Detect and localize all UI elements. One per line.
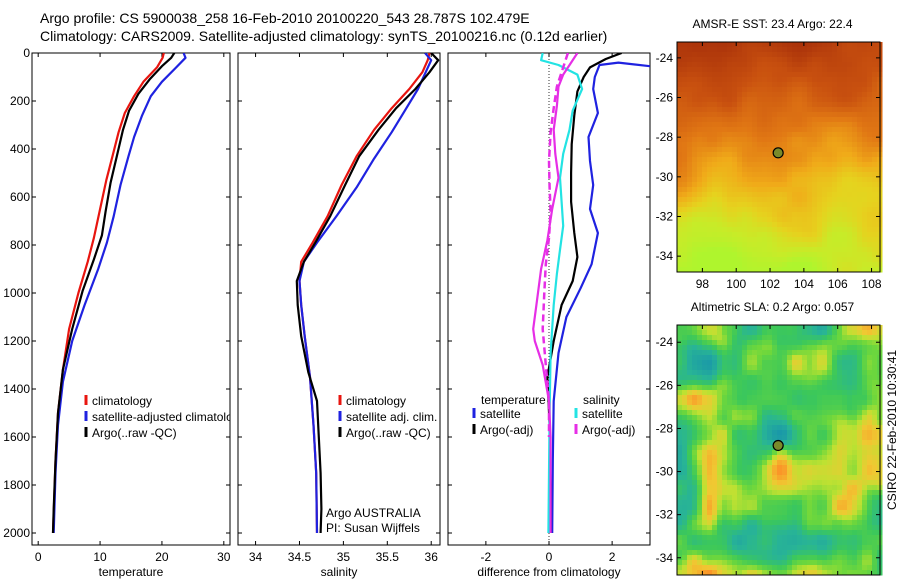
x-tick-label: 102 xyxy=(760,277,780,291)
legend-label: satellite-adjusted climatolo xyxy=(92,410,233,424)
y-tick-label: 800 xyxy=(10,238,30,252)
figure-title-line2: Climatology: CARS2009. Satellite-adjuste… xyxy=(40,28,608,44)
legend-label: climatology xyxy=(92,394,152,408)
annotation-float-owner: Argo AUSTRALIA xyxy=(326,506,421,520)
y-tick-label: 1600 xyxy=(3,430,30,444)
annotation-pi: PI: Susan Wijffels xyxy=(326,521,420,535)
legend-label: Argo(..raw -QC) xyxy=(346,426,431,440)
y-tick-label: -34 xyxy=(656,249,674,263)
legend-label: Argo(..raw -QC) xyxy=(92,426,177,440)
x-tick-label: 36 xyxy=(425,550,439,564)
x-tick-label: 10 xyxy=(93,550,107,564)
y-tick-label: -32 xyxy=(656,209,674,223)
series-line-temperature-satellite xyxy=(551,61,650,534)
x-axis-label: temperature xyxy=(99,565,164,579)
legend-label: Argo(-adj) xyxy=(582,423,635,437)
x-tick-label: 104 xyxy=(794,277,814,291)
y-tick-label: 2000 xyxy=(3,526,30,540)
panel-salinity: 34 34.5 35 35.5 36 salinity climatology satelli… xyxy=(237,52,441,579)
y-tick-label: 400 xyxy=(10,142,30,156)
legend-group-salinity: salinity xyxy=(583,393,620,407)
map-title: AMSR-E SST: 23.4 Argo: 22.4 xyxy=(692,17,852,31)
y-tick-label: 600 xyxy=(10,190,30,204)
x-tick-label: 98 xyxy=(696,277,710,291)
series-line-satellite-adjusted-climatology xyxy=(52,53,187,534)
legend-temperature: climatology satellite-adjusted climatolo A… xyxy=(84,394,233,440)
figure-title-line1: Argo profile: CS 5900038_258 16-Feb-2010… xyxy=(40,10,530,26)
x-tick-label: 0 xyxy=(35,550,42,564)
map-title: Altimetric SLA: 0.2 Argo: 0.057 xyxy=(691,300,855,314)
map-frame xyxy=(676,41,881,273)
y-tick-label: 0 xyxy=(23,46,30,60)
x-tick-label: 30 xyxy=(217,550,231,564)
map-frame xyxy=(676,324,881,576)
y-tick-label: 1800 xyxy=(3,478,30,492)
x-tick-label: -2 xyxy=(481,550,492,564)
y-tick-label: 1000 xyxy=(3,286,30,300)
panel-sst: 98 100 102 104 106 108 -24 -26 -28 -30 -32 -34 AMSR-… xyxy=(656,17,883,291)
y-tick-label: -26 xyxy=(656,378,674,392)
x-tick-label: 2 xyxy=(609,550,616,564)
y-tick-label: -34 xyxy=(656,551,674,565)
x-tick-label: 34 xyxy=(249,550,263,564)
x-tick-label: 106 xyxy=(828,277,848,291)
y-tick-label: -30 xyxy=(656,170,674,184)
y-tick-label: -32 xyxy=(656,508,674,522)
x-tick-label: 35 xyxy=(337,550,351,564)
y-tick-label: -30 xyxy=(656,465,674,479)
panel-sla: 98100102104106108-24-26-28-30-32-34Altim… xyxy=(656,300,883,576)
plot-frame xyxy=(237,52,441,546)
series-line-argo-raw-qc- xyxy=(295,53,440,534)
series-line-salinity-satellite xyxy=(540,53,584,534)
legend-label: climatology xyxy=(346,394,406,408)
x-tick-label: 34.5 xyxy=(288,550,312,564)
legend-difference: temperature salinitysatelliteArgo(-adj)sa… xyxy=(472,393,635,437)
y-tick-label: 1200 xyxy=(3,334,30,348)
y-tick-label: -28 xyxy=(656,421,674,435)
series-line-salinity-argo-adj-dashed xyxy=(541,53,570,437)
series-line-salinity-argo-adj- xyxy=(532,53,579,533)
x-tick-label: 108 xyxy=(862,277,882,291)
legend-salinity: climatology satellite adj. clim. Argo(..ra… xyxy=(326,394,437,535)
y-tick-label: -26 xyxy=(656,91,674,105)
plot-frame xyxy=(31,52,231,546)
y-tick-label: 200 xyxy=(10,94,30,108)
legend-label: satellite adj. clim. xyxy=(346,410,437,424)
y-tick-label: -24 xyxy=(656,335,674,349)
y-tick-label: -24 xyxy=(656,51,674,65)
x-tick-label: 0 xyxy=(546,550,553,564)
float-position-marker xyxy=(772,147,784,159)
x-tick-label: 100 xyxy=(726,277,746,291)
x-axis-label: salinity xyxy=(321,565,358,579)
legend-label: satellite xyxy=(480,407,521,421)
series-line-argo-raw-qc- xyxy=(51,53,176,534)
x-axis-label: difference from climatology xyxy=(477,565,620,579)
y-tick-label: -28 xyxy=(656,130,674,144)
panel-temperature: 0 200 400 600 800 1000 1200 1400 1600 1800 2000 0 10… xyxy=(3,46,233,579)
float-position-marker xyxy=(772,439,784,452)
x-tick-label: 35.5 xyxy=(376,550,400,564)
y-tick-label: 1400 xyxy=(3,382,30,396)
legend-label: satellite xyxy=(582,407,623,421)
legend-label: Argo(-adj) xyxy=(480,423,533,437)
timestamp-stamp: CSIRO 22-Feb-2010 10:30:41 xyxy=(885,349,899,510)
legend-group-temperature: temperature xyxy=(481,393,546,407)
x-tick-label: 20 xyxy=(155,550,169,564)
